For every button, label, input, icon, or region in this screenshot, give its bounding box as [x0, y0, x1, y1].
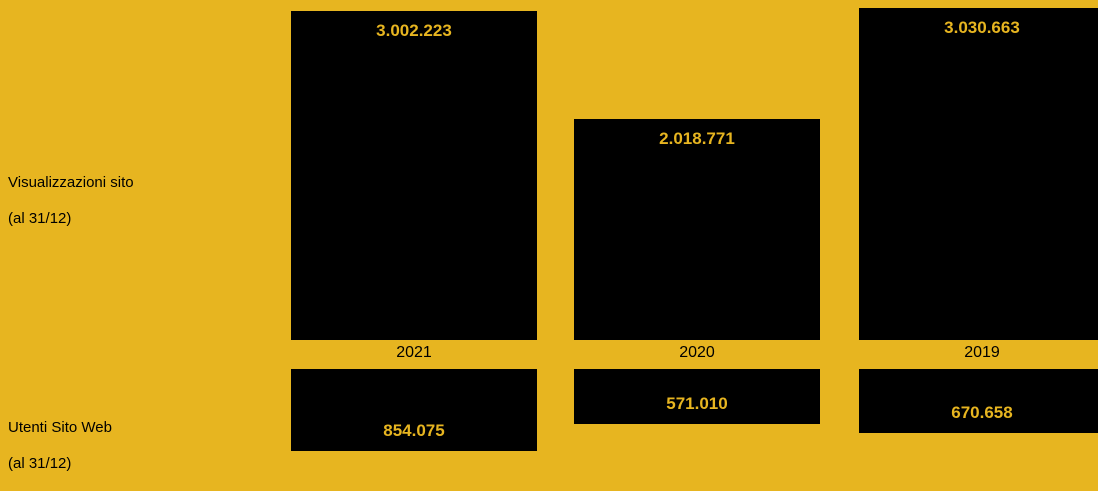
views-bar-chart: 3.002.223 2.018.771 3.030.663	[291, 8, 1098, 340]
views-row-label-line-2: (al 31/12)	[8, 210, 72, 227]
views-row-label: Visualizzazioni sito (al 31/12)	[8, 156, 134, 246]
users-bar-chart: 854.075 571.010 670.658	[0, 369, 1098, 451]
category-label-2019: 2019	[964, 344, 1000, 361]
views-value-label-2020: 2.018.771	[659, 129, 735, 148]
views-bar-2021: 3.002.223	[291, 11, 537, 340]
users-value-label-2020: 571.010	[666, 394, 728, 413]
views-bar-2020: 2.018.771	[574, 119, 820, 340]
users-value-label-2019: 670.658	[951, 403, 1013, 422]
users-row-label-line-2: (al 31/12)	[8, 455, 72, 472]
users-row-label-line-1: Utenti Sito Web	[8, 419, 112, 436]
views-bar-2019: 3.030.663	[859, 8, 1098, 340]
users-bar-2021: 854.075	[291, 369, 537, 451]
category-label-2021: 2021	[396, 344, 432, 361]
users-bar-2019: 670.658	[859, 369, 1098, 433]
views-row-label-line-1: Visualizzazioni sito	[8, 174, 134, 191]
views-value-label-2021: 3.002.223	[376, 21, 452, 40]
category-label-2020: 2020	[679, 344, 715, 361]
users-bar-2020: 571.010	[574, 369, 820, 424]
users-value-label-2021: 854.075	[383, 421, 445, 440]
views-value-label-2019: 3.030.663	[944, 18, 1020, 37]
